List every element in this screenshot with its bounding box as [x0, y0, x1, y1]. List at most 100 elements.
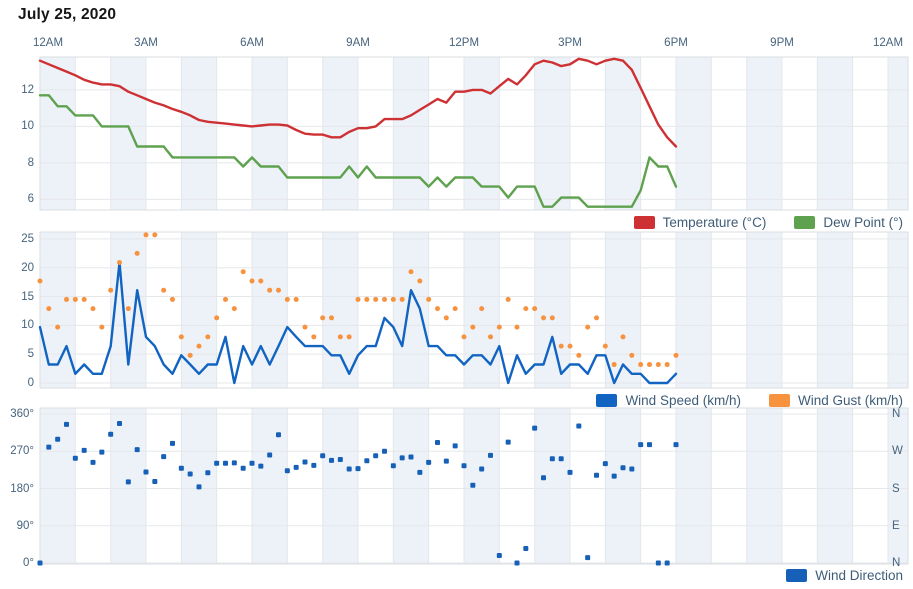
legend-item-wind-direction: Wind Direction: [786, 568, 903, 583]
point-wind_direction: [355, 466, 361, 472]
hour-band: [746, 408, 782, 564]
point-wind_direction: [258, 463, 264, 469]
point-wind_gust: [611, 362, 617, 368]
point-wind_direction: [514, 560, 520, 566]
y-tick-label: 270°: [10, 445, 34, 458]
point-wind_direction: [90, 459, 96, 465]
point-wind_gust: [399, 296, 405, 302]
point-wind_gust: [276, 287, 281, 293]
point-wind_gust: [125, 306, 131, 312]
y-tick-label: 6: [27, 193, 34, 206]
point-wind_gust: [382, 296, 387, 302]
point-wind_gust: [602, 343, 608, 349]
point-wind_gust: [417, 278, 423, 284]
point-wind_gust: [258, 278, 264, 284]
compass-label-w1: W: [892, 445, 903, 458]
point-wind_direction: [284, 468, 290, 474]
point-wind_direction: [214, 460, 220, 466]
point-wind_gust: [647, 362, 652, 368]
point-wind_direction: [435, 440, 440, 446]
compass-label-n4: N: [892, 557, 901, 569]
hour-band: [605, 232, 641, 388]
point-wind_gust: [90, 306, 96, 312]
point-wind_gust: [470, 324, 476, 330]
point-wind_direction: [337, 457, 343, 463]
point-wind_gust: [355, 296, 361, 302]
point-wind_direction: [276, 432, 281, 438]
point-wind_direction: [311, 462, 317, 468]
wind-direction-swatch-icon: [786, 569, 808, 582]
point-wind_direction: [302, 459, 308, 465]
hour-band: [817, 232, 853, 388]
point-wind_direction: [320, 453, 326, 459]
point-wind_gust: [205, 334, 211, 340]
x-axis-label-12pm: 12PM: [448, 37, 480, 49]
hour-band: [888, 57, 908, 210]
hour-band: [817, 57, 853, 210]
legend-label: Wind Gust (km/h): [797, 393, 903, 408]
hour-band: [817, 408, 853, 564]
point-wind_gust: [37, 278, 43, 284]
point-wind_direction: [664, 560, 670, 566]
x-axis-label-12am: 12AM: [32, 37, 64, 49]
series-temperature: [38, 57, 678, 148]
point-wind_direction: [399, 455, 405, 461]
point-wind_gust: [46, 306, 52, 312]
hour-band: [676, 408, 712, 564]
hour-band: [534, 408, 570, 564]
point-wind_gust: [302, 324, 308, 330]
hour-band: [252, 57, 288, 210]
series-dew_point: [38, 94, 678, 208]
legend-wind-speed-gust: Wind Speed (km/h) Wind Gust (km/h): [596, 393, 903, 408]
hour-band: [605, 408, 641, 564]
point-wind_gust: [249, 278, 255, 284]
point-wind_direction: [532, 425, 538, 431]
point-wind_direction: [373, 453, 379, 459]
point-wind_gust: [585, 324, 591, 330]
hour-band: [322, 232, 358, 388]
hour-band: [181, 57, 217, 210]
point-wind_gust: [293, 296, 299, 302]
point-wind_gust: [638, 362, 644, 368]
point-wind_direction: [240, 465, 246, 471]
point-wind_gust: [337, 334, 343, 340]
point-wind_gust: [426, 296, 432, 302]
hour-band: [534, 57, 570, 210]
x-axis-label-12am: 12AM: [872, 37, 904, 49]
point-wind_gust: [408, 269, 414, 275]
y-tick-label: 20: [21, 261, 34, 274]
hour-band: [534, 232, 570, 388]
point-wind_gust: [320, 315, 326, 321]
legend-label: Temperature (°C): [662, 215, 767, 230]
point-wind_direction: [117, 421, 122, 427]
plot-border: [39, 231, 909, 389]
point-wind_gust: [99, 324, 105, 330]
point-wind_direction: [223, 460, 228, 466]
point-wind_gust: [532, 306, 538, 312]
y-tick-label: 90°: [16, 519, 34, 532]
point-wind_direction: [576, 423, 582, 429]
point-wind_gust: [541, 315, 546, 321]
point-wind_direction: [647, 442, 652, 448]
point-wind_gust: [629, 352, 635, 358]
legend-item-dew-point: Dew Point (°): [794, 215, 903, 230]
point-wind_gust: [240, 269, 246, 275]
point-wind_direction: [46, 444, 52, 450]
y-tick-label: 360°: [10, 408, 34, 420]
point-wind_direction: [479, 466, 485, 472]
point-wind_gust: [364, 296, 370, 302]
y-tick-label: 5: [27, 348, 34, 361]
point-wind_direction: [161, 454, 167, 460]
point-wind_gust: [514, 324, 520, 330]
point-wind_gust: [55, 324, 61, 330]
x-axis-label-3pm: 3PM: [558, 37, 582, 49]
hour-band: [676, 57, 712, 210]
x-axis-label-9am: 9AM: [346, 37, 370, 49]
point-wind_gust: [231, 306, 237, 312]
point-wind_direction: [55, 436, 61, 442]
point-wind_direction: [382, 448, 387, 454]
point-wind_direction: [426, 459, 432, 465]
point-wind_gust: [443, 315, 449, 321]
legend-wind-direction: Wind Direction: [786, 568, 903, 583]
